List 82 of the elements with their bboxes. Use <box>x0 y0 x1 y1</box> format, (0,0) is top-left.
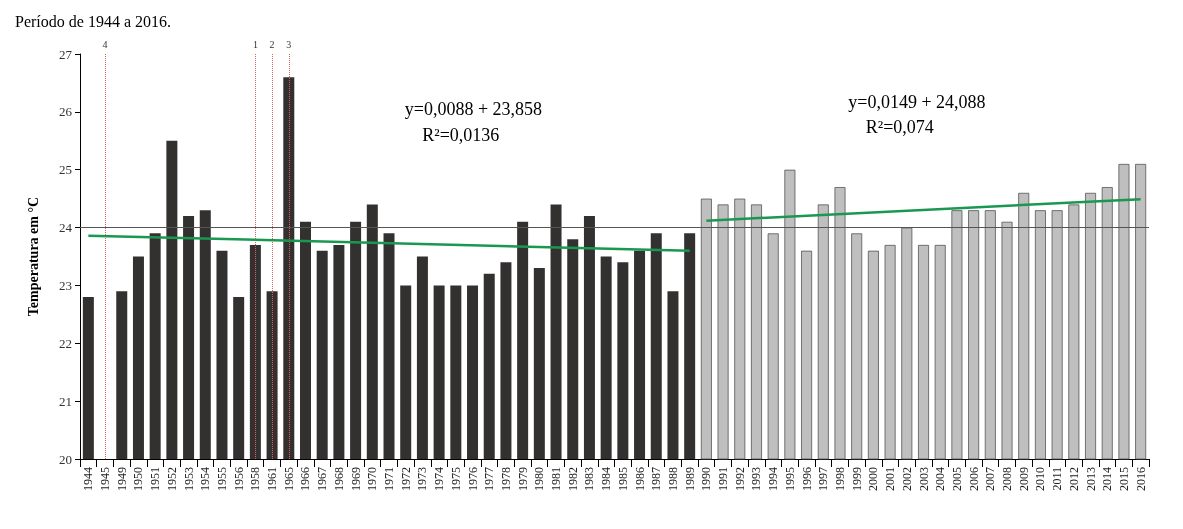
x-tick-label: 2001 <box>883 467 898 491</box>
y-tick-label: 23 <box>59 277 72 293</box>
annotation: y=0,0149 + 24,088 <box>848 91 986 112</box>
x-tick-label: 1996 <box>799 467 814 491</box>
x-tick-label: 1979 <box>515 467 530 491</box>
x-tick-label: 1958 <box>248 467 263 491</box>
x-tick-label: 1969 <box>348 467 363 491</box>
x-tick-label: 1982 <box>565 467 580 491</box>
x-tick-label: 1944 <box>81 467 96 491</box>
x-tick-label: 2002 <box>899 467 914 491</box>
x-tick-label: 1951 <box>148 467 163 491</box>
x-tick-label: 1983 <box>582 467 597 491</box>
x-tick-label: 2015 <box>1116 467 1131 491</box>
x-tick-label: 1974 <box>432 467 447 491</box>
x-tick-label: 1985 <box>615 467 630 491</box>
ref-line-label: 4 <box>102 38 108 50</box>
y-tick-label: 24 <box>59 220 73 236</box>
x-tick-label: 2008 <box>1000 467 1015 491</box>
x-tick-label: 1976 <box>465 467 480 491</box>
x-tick-label: 1950 <box>131 467 146 491</box>
x-tick-label: 1953 <box>181 467 196 491</box>
chart-title: Período de 1944 a 2016. <box>15 12 171 30</box>
x-tick-label: 2005 <box>949 467 964 491</box>
annotation: R²=0,0136 <box>422 124 500 145</box>
ref-line-label: 1 <box>252 38 258 50</box>
x-tick-label: 1961 <box>265 467 280 491</box>
x-tick-label: 1971 <box>382 467 397 491</box>
y-tick-label: 20 <box>59 451 72 467</box>
x-tick-label: 1970 <box>365 467 380 491</box>
y-tick-label: 21 <box>59 393 72 409</box>
x-tick-label: 2010 <box>1033 467 1048 491</box>
x-tick-label: 1967 <box>315 467 330 491</box>
x-tick-label: 2014 <box>1100 467 1115 491</box>
x-tick-label: 1981 <box>549 467 564 491</box>
x-tick-label: 2004 <box>933 467 948 491</box>
x-tick-label: 1987 <box>649 467 664 491</box>
y-tick-label: 25 <box>59 162 72 178</box>
ref-line-label: 3 <box>286 38 292 50</box>
ref-line-label: 2 <box>269 38 275 50</box>
x-tick-label: 1991 <box>716 467 731 491</box>
x-tick-label: 2009 <box>1016 467 1031 491</box>
x-tick-label: 2011 <box>1050 467 1065 491</box>
x-tick-label: 1975 <box>448 467 463 491</box>
y-tick-label: 27 <box>59 46 73 62</box>
x-tick-label: 2013 <box>1083 467 1098 491</box>
x-tick-label: 1952 <box>164 467 179 491</box>
y-tick-label: 26 <box>59 104 73 120</box>
x-tick-label: 2016 <box>1133 467 1148 491</box>
x-tick-label: 1968 <box>331 467 346 491</box>
x-tick-label: 1998 <box>832 467 847 491</box>
y-axis-title: Temperatura em °C <box>25 196 41 317</box>
x-tick-label: 1973 <box>415 467 430 491</box>
x-tick-label: 1984 <box>599 467 614 491</box>
x-tick-label: 2000 <box>866 467 881 491</box>
x-tick-label: 2007 <box>983 467 998 491</box>
x-tick-label: 1972 <box>398 467 413 491</box>
x-tick-label: 1955 <box>214 467 229 491</box>
x-tick-label: 1988 <box>665 467 680 491</box>
x-tick-label: 2012 <box>1066 467 1081 491</box>
x-tick-label: 1977 <box>482 467 497 491</box>
x-tick-label: 1965 <box>281 467 296 491</box>
x-tick-label: 2003 <box>916 467 931 491</box>
x-tick-label: 1966 <box>298 467 313 491</box>
x-tick-label: 1994 <box>766 467 781 491</box>
x-tick-label: 1980 <box>532 467 547 491</box>
x-tick-label: 1986 <box>632 467 647 491</box>
x-tick-label: 1993 <box>749 467 764 491</box>
x-tick-label: 2006 <box>966 467 981 491</box>
annotation: y=0,0088 + 23,858 <box>404 99 543 120</box>
x-tick-label: 1989 <box>682 467 697 491</box>
y-tick-label: 22 <box>59 335 72 351</box>
x-tick-label: 1978 <box>498 467 513 491</box>
x-tick-label: 1945 <box>98 467 113 491</box>
x-tick-label: 1999 <box>849 467 864 491</box>
x-tick-label: 1995 <box>782 467 797 491</box>
x-tick-label: 1954 <box>198 467 213 491</box>
annotation: R²=0,074 <box>865 117 934 138</box>
x-tick-label: 1997 <box>816 467 831 491</box>
x-tick-label: 1990 <box>699 467 714 491</box>
x-tick-label: 1949 <box>114 467 129 491</box>
x-tick-label: 1956 <box>231 467 246 491</box>
x-tick-label: 1992 <box>732 467 747 491</box>
